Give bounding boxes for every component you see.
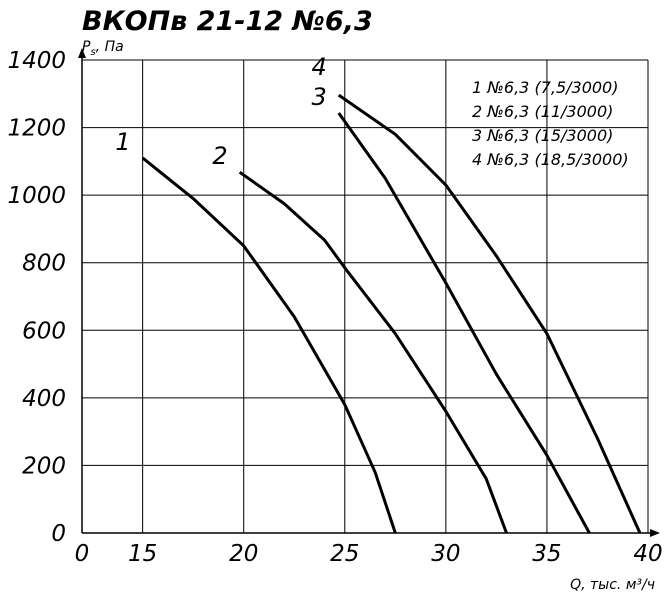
x-tick-label: 0 — [75, 541, 90, 567]
y-label-symbol: P — [82, 39, 91, 55]
curve-label: 4 — [311, 53, 326, 81]
y-tick-label: 1400 — [7, 48, 66, 74]
y-tick-label: 1200 — [7, 116, 66, 142]
legend-label: 4 №6,3 (18,5/3000) — [472, 150, 629, 169]
y-axis-label: Ps, Па — [82, 39, 124, 58]
curve — [337, 112, 591, 534]
curve — [238, 170, 508, 534]
legend-label: 2 №6,3 (11/3000) — [472, 102, 613, 121]
y-tick-label: 200 — [22, 453, 66, 479]
curve-label: 3 — [311, 83, 326, 111]
x-arrow — [650, 529, 660, 537]
x-tick-label: 20 — [229, 541, 258, 567]
x-tick-label: 40 — [633, 541, 662, 567]
legend-label: 1 №6,3 (7,5/3000) — [472, 78, 618, 97]
y-tick-label: 600 — [22, 318, 66, 344]
x-tick-label: 30 — [431, 541, 460, 567]
curve-label: 1 — [115, 128, 130, 156]
y-tick-label: 800 — [22, 251, 66, 277]
chart-title: ВКОПв 21-12 №6,3 — [82, 6, 373, 37]
x-tick-label: 35 — [532, 541, 561, 567]
x-axis-label: Q, тыс. м³/ч — [570, 577, 655, 593]
legend-label: 3 №6,3 (15/3000) — [472, 126, 613, 145]
curve-label: 2 — [212, 142, 227, 170]
curve — [337, 93, 642, 534]
y-label-sub: s — [90, 47, 95, 58]
x-tick-label: 15 — [128, 541, 157, 567]
y-tick-label: 1000 — [7, 183, 66, 209]
y-tick-label: 0 — [51, 521, 66, 547]
x-tick-label: 25 — [330, 541, 359, 567]
curve — [141, 156, 397, 534]
y-label-unit: , Па — [96, 39, 124, 55]
y-arrow — [78, 48, 86, 58]
y-tick-label: 400 — [22, 386, 66, 412]
